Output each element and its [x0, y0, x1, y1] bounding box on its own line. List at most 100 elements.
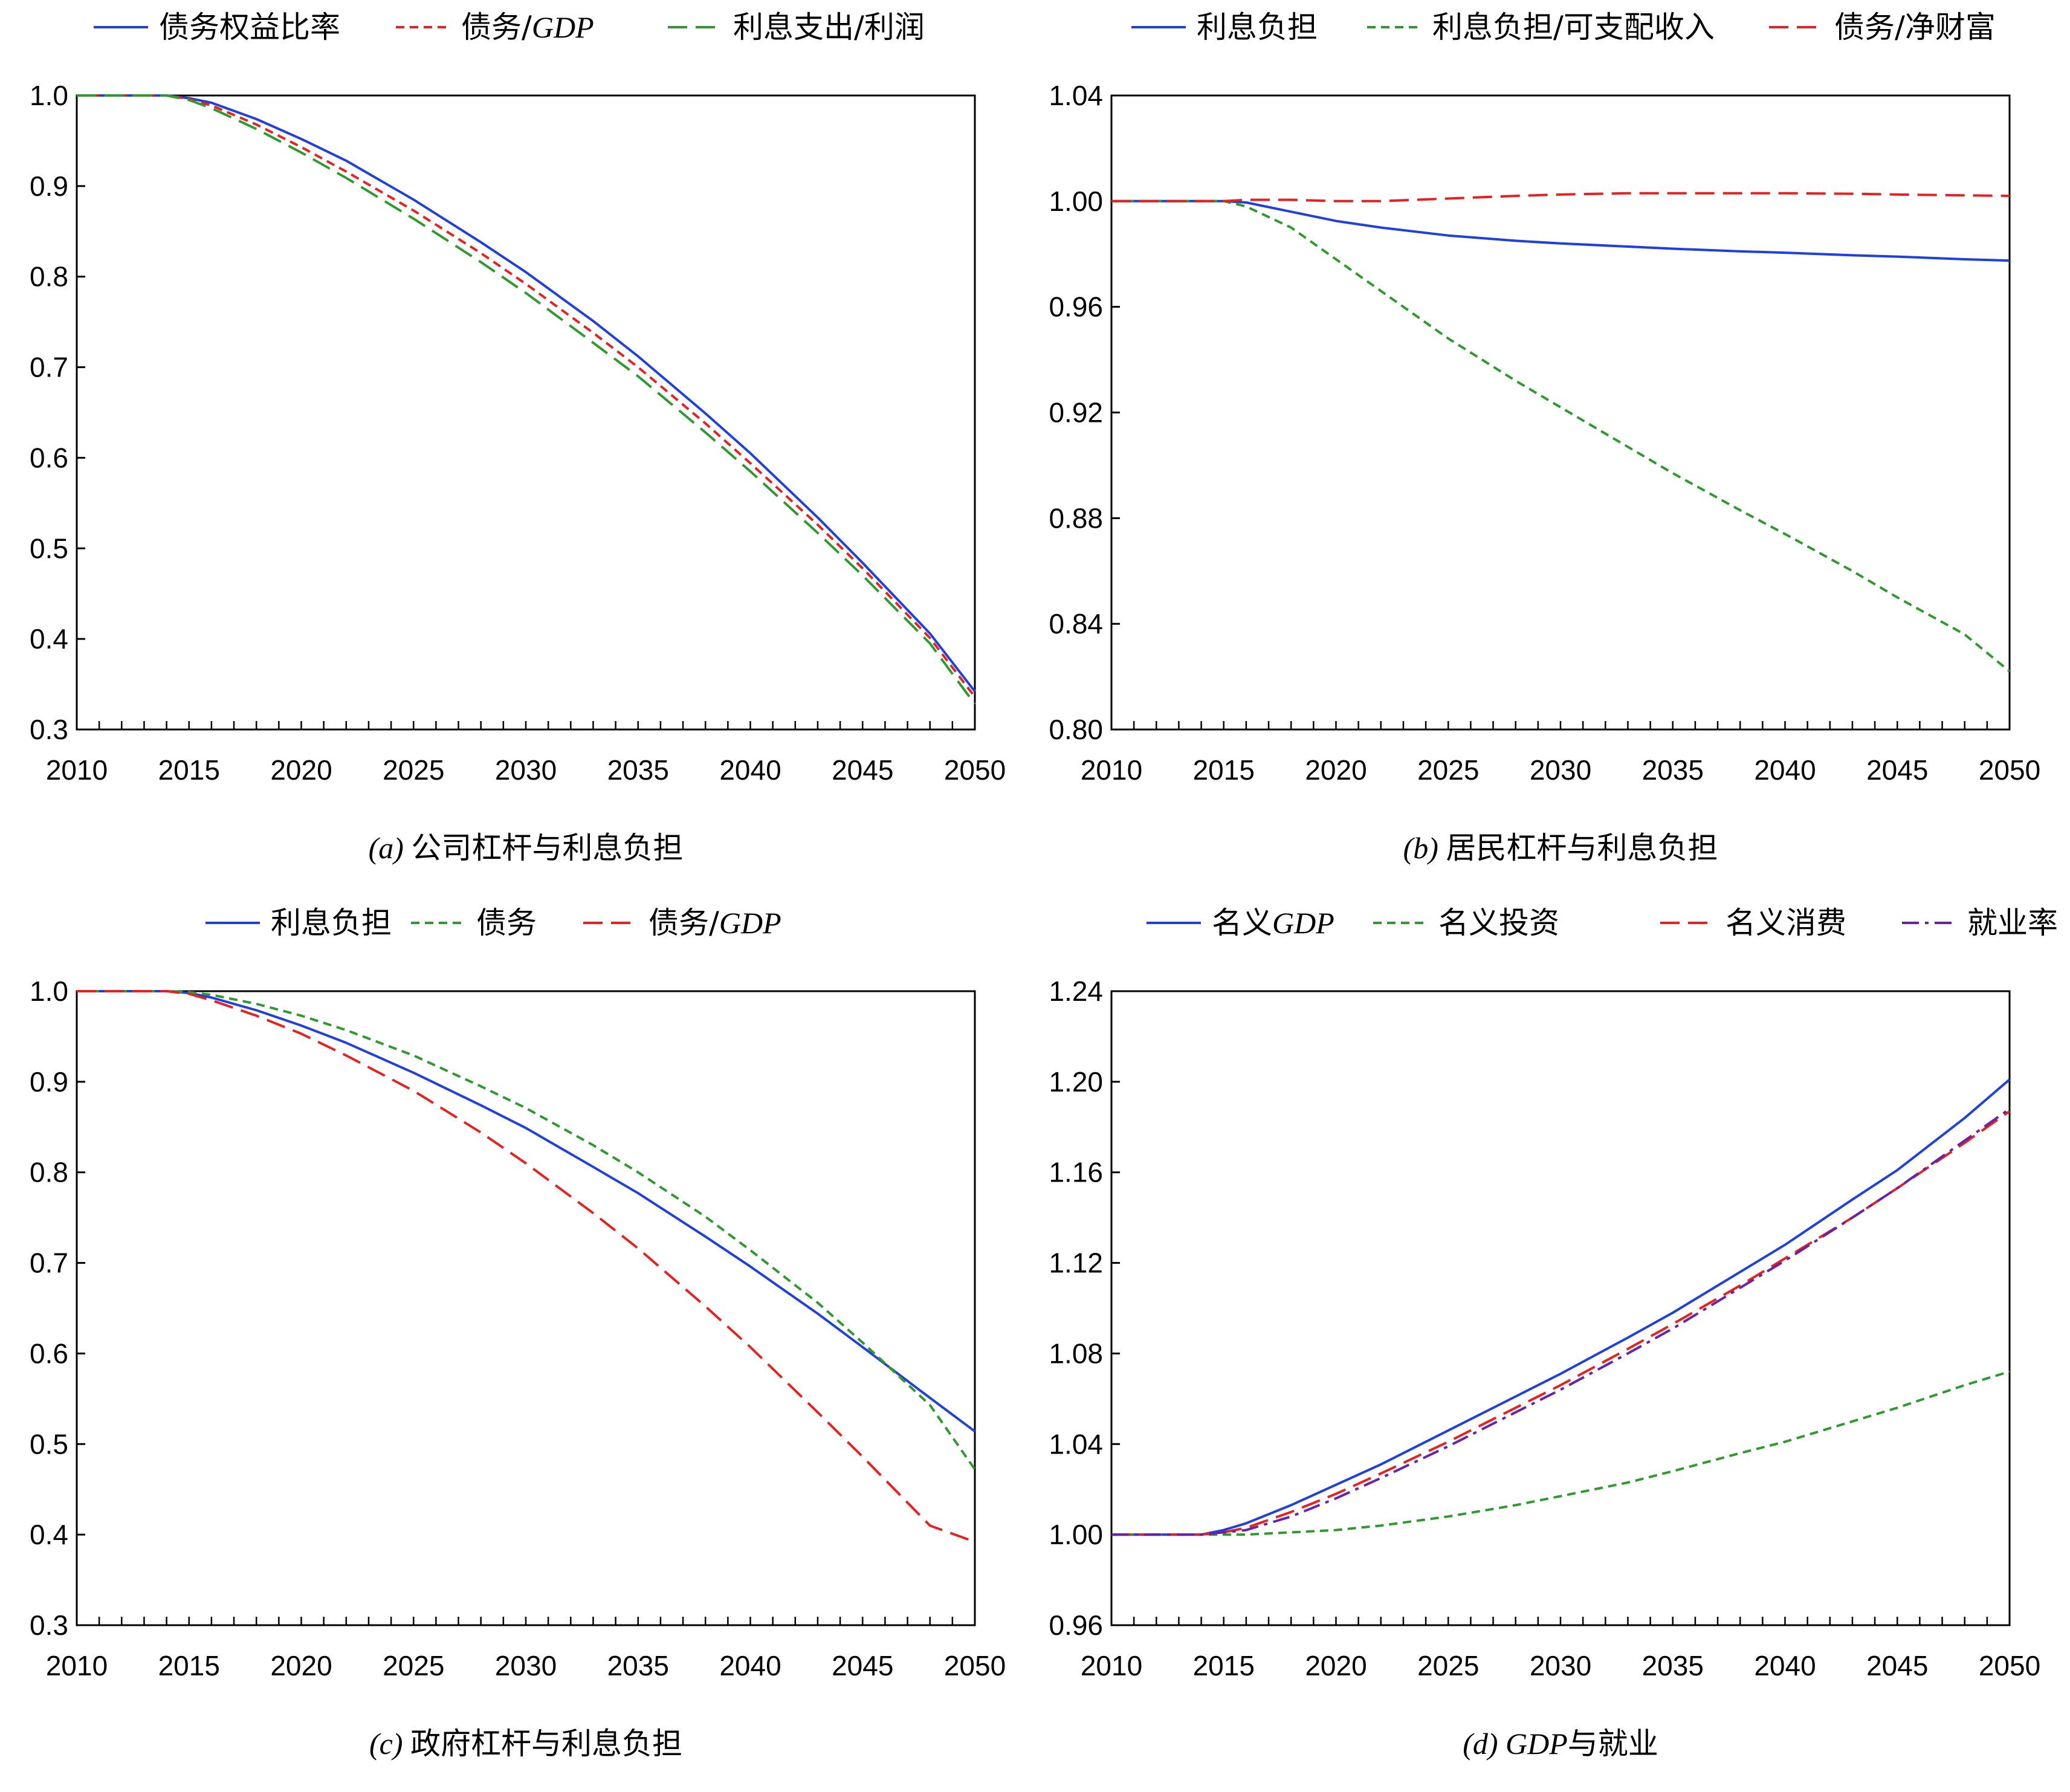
- y-tick-label: 0.88: [1049, 502, 1103, 534]
- plot-frame: [76, 94, 976, 731]
- chart-a: 0.3 0.4 0.5 0.6 0.7 0.8 0.9 1.0 2010 2015 2020 2025…: [30, 10, 1006, 865]
- series-line-3: [1111, 192, 2010, 202]
- legend-label-1: 利息负担: [1197, 10, 1318, 45]
- series-line-1: [77, 94, 976, 693]
- y-tick-label: 1.08: [1049, 1338, 1103, 1369]
- x-tick-label: 2015: [158, 1650, 220, 1681]
- panel-caption: (c) 政府杠杆与利息负担: [369, 1726, 682, 1761]
- panel-caption: (d) GDP与就业: [1463, 1726, 1658, 1761]
- x-tick-label: 2040: [719, 754, 781, 786]
- y-tick-label: 0.6: [30, 1338, 68, 1369]
- x-tick-label: 2030: [495, 1650, 557, 1681]
- y-tick-label: 0.3: [30, 714, 68, 745]
- x-tick-label: 2030: [1530, 754, 1591, 786]
- x-tick-label: 2045: [1866, 754, 1928, 786]
- x-tick-label: 2050: [944, 754, 1006, 786]
- y-tick-label: 0.84: [1049, 608, 1103, 639]
- panel-a: 0.3 0.4 0.5 0.6 0.7 0.8 0.9 1.0 2010 2015 2020 2025…: [0, 0, 1035, 896]
- series-line-1: [1111, 199, 2010, 262]
- y-tick-label: 0.80: [1049, 714, 1103, 745]
- x-tick-label: 2025: [1417, 1650, 1479, 1681]
- x-tick-label: 2015: [158, 754, 220, 786]
- series-line-3: [1111, 1110, 2011, 1536]
- chart-b: 0.80 0.84 0.88 0.92 0.96 1.00 1.04 2010 2015 2020…: [1049, 10, 2040, 865]
- y-tick-label: 1.20: [1049, 1066, 1103, 1098]
- panel-c: 0.3 0.4 0.5 0.6 0.7 0.8 0.9 1.0 2010 2015 2020 2025…: [0, 896, 1035, 1791]
- x-tick-label: 2015: [1193, 1650, 1255, 1681]
- x-tick-label: 2030: [495, 754, 557, 786]
- legend-label-1: 名义GDP: [1212, 905, 1334, 940]
- plot-frame: [76, 990, 976, 1626]
- legend-label-2: 债务: [476, 905, 537, 940]
- x-tick-label: 2010: [1081, 754, 1142, 786]
- panel-d: 0.96 1.00 1.04 1.08 1.12 1.16 1.20 1.24 2010 2015…: [1035, 896, 2069, 1791]
- x-tick-label: 2035: [1642, 1650, 1704, 1681]
- series-line-3: [77, 990, 975, 1543]
- legend-label-4: 就业率: [1967, 905, 2058, 940]
- y-tick-label: 0.9: [30, 1066, 68, 1098]
- y-tick-label: 0.8: [30, 1157, 68, 1188]
- panel-caption: (b) 居民杠杆与利息负担: [1403, 830, 1718, 865]
- x-tick-label: 2035: [1642, 754, 1704, 786]
- x-tick-label: 2020: [1305, 1650, 1367, 1681]
- x-tick-label: 2035: [607, 1650, 669, 1681]
- x-tick-label: 2025: [383, 754, 444, 786]
- x-tick-label: 2050: [1979, 754, 2040, 786]
- legend-label-2: 名义投资: [1438, 905, 1559, 940]
- chart-d: 0.96 1.00 1.04 1.08 1.12 1.16 1.20 1.24 2010 2015…: [1049, 905, 2058, 1761]
- y-tick-label: 1.04: [1049, 1428, 1103, 1460]
- y-tick-label: 0.7: [30, 1247, 68, 1279]
- legend-label-2: 利息负担/可支配收入: [1432, 10, 1715, 45]
- x-tick-label: 2045: [832, 1650, 893, 1681]
- x-tick-label: 2025: [383, 1650, 444, 1681]
- y-tick-label: 0.5: [30, 1428, 68, 1460]
- y-tick-label: 0.92: [1049, 397, 1103, 429]
- y-tick-label: 1.0: [30, 80, 68, 111]
- y-tick-label: 0.8: [30, 261, 68, 293]
- legend-label-3: 名义消费: [1726, 905, 1846, 940]
- x-tick-label: 2010: [46, 1650, 108, 1681]
- x-tick-label: 2020: [270, 754, 332, 786]
- y-tick-label: 0.7: [30, 352, 68, 383]
- series-line-1: [1111, 1078, 2011, 1536]
- series-line-4: [1111, 1108, 2011, 1536]
- x-tick-label: 2015: [1193, 754, 1255, 786]
- series-line-2: [1111, 199, 2011, 673]
- chart-c: 0.3 0.4 0.5 0.6 0.7 0.8 0.9 1.0 2010 2015 2020 2025…: [30, 905, 1006, 1761]
- series-line-1: [77, 990, 976, 1432]
- x-tick-label: 2040: [1754, 754, 1816, 786]
- y-tick-label: 0.5: [30, 532, 68, 564]
- y-tick-label: 0.9: [30, 170, 68, 202]
- x-tick-label: 2040: [1754, 1650, 1816, 1681]
- x-tick-label: 2030: [1530, 1650, 1591, 1681]
- series-line-2: [77, 990, 976, 1470]
- x-tick-label: 2020: [270, 1650, 332, 1681]
- panel-caption: (a) 公司杠杆与利息负担: [369, 830, 684, 865]
- y-tick-label: 1.24: [1049, 975, 1103, 1007]
- y-tick-label: 0.4: [30, 1519, 68, 1550]
- y-tick-label: 1.04: [1049, 80, 1103, 111]
- x-tick-label: 2035: [607, 754, 669, 786]
- panel-b: 0.80 0.84 0.88 0.92 0.96 1.00 1.04 2010 2015 2020…: [1035, 0, 2069, 896]
- y-tick-label: 1.00: [1049, 1519, 1103, 1550]
- y-tick-label: 1.00: [1049, 186, 1103, 217]
- x-tick-label: 2045: [832, 754, 893, 786]
- x-tick-label: 2020: [1305, 754, 1367, 786]
- legend-label-3: 利息支出/利润: [733, 10, 925, 45]
- legend-label-3: 债务/净财富: [1834, 10, 1996, 45]
- x-tick-label: 2045: [1866, 1650, 1928, 1681]
- plot-frame: [1110, 94, 2011, 731]
- y-tick-label: 0.6: [30, 442, 68, 473]
- x-tick-label: 2040: [719, 1650, 781, 1681]
- x-tick-label: 2025: [1417, 754, 1479, 786]
- y-tick-label: 1.16: [1049, 1157, 1103, 1188]
- x-tick-label: 2010: [46, 754, 108, 786]
- y-tick-label: 1.12: [1049, 1247, 1103, 1279]
- y-tick-label: 0.96: [1049, 1609, 1103, 1641]
- x-tick-label: 2050: [944, 1650, 1006, 1681]
- y-tick-label: 0.4: [30, 623, 68, 655]
- legend-label-1: 债务权益比率: [159, 10, 340, 45]
- series-line-2: [1111, 1370, 2010, 1536]
- x-tick-label: 2010: [1081, 1650, 1142, 1681]
- legend-label-2: 债务/GDP: [461, 10, 594, 45]
